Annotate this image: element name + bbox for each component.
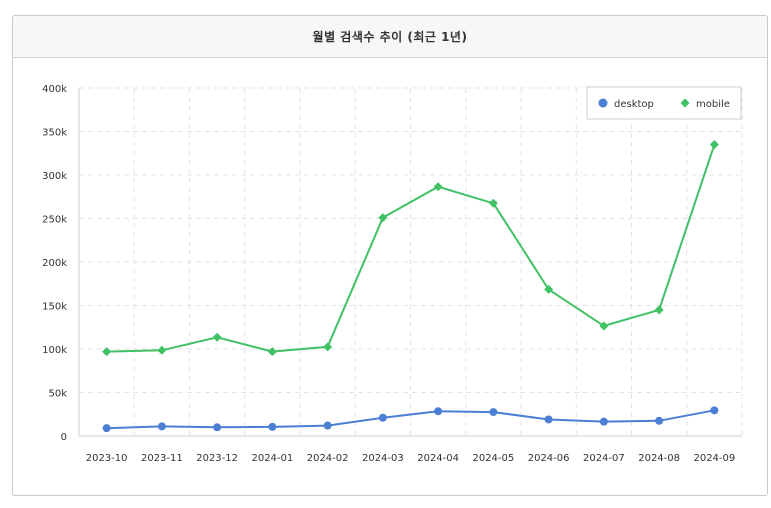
mobile-legend-marker (680, 98, 690, 108)
desktop-point (323, 421, 332, 430)
desktop-point (434, 407, 443, 416)
desktop-point (213, 423, 222, 432)
mobile-point (709, 140, 719, 150)
mobile-point (102, 347, 112, 357)
x-tick-label: 2024-01 (251, 453, 293, 464)
y-tick-label: 300k (42, 171, 67, 182)
mobile-point (267, 347, 277, 357)
mobile-point (157, 345, 167, 355)
panel-title: 월별 검색수 추이 (최근 1년) (312, 30, 468, 44)
mobile-point (654, 305, 664, 315)
desktop-point (102, 424, 111, 433)
mobile-point (488, 198, 498, 208)
desktop-series-line (106, 409, 715, 430)
panel-header: 월별 검색수 추이 (최근 1년) (13, 16, 767, 58)
y-tick-label: 250k (42, 215, 67, 226)
mobile-legend-label: mobile (696, 99, 730, 110)
mobile-series-line (106, 144, 716, 353)
x-tick-label: 2024-04 (417, 453, 459, 464)
x-tick-label: 2024-05 (472, 453, 514, 464)
y-tick-label: 150k (42, 302, 67, 313)
mobile-point (323, 342, 333, 352)
desktop-point (489, 408, 498, 417)
y-tick-label: 50k (48, 389, 67, 400)
desktop-legend-marker (598, 98, 608, 108)
x-tick-label: 2024-02 (307, 453, 349, 464)
desktop-point (655, 416, 664, 425)
desktop-point (710, 406, 719, 415)
y-tick-label: 200k (42, 258, 67, 269)
y-tick-label: 350k (42, 128, 67, 139)
x-tick-label: 2023-12 (196, 453, 238, 464)
mobile-point (544, 284, 554, 294)
mobile-point (378, 213, 388, 223)
x-tick-label: 2023-10 (86, 453, 128, 464)
y-tick-label: 0 (61, 432, 67, 443)
mobile-point (433, 182, 443, 192)
x-tick-label: 2024-09 (693, 453, 735, 464)
desktop-point (157, 422, 166, 431)
mobile-point (212, 332, 222, 342)
desktop-point (599, 417, 608, 426)
desktop-legend-label: desktop (614, 99, 654, 110)
x-tick-label: 2023-11 (141, 453, 183, 464)
legend-box (586, 86, 742, 120)
mobile-point (599, 321, 609, 331)
desktop-point (378, 413, 387, 422)
x-tick-label: 2024-03 (362, 453, 404, 464)
y-tick-label: 100k (42, 345, 67, 356)
x-tick-label: 2024-06 (528, 453, 570, 464)
x-tick-label: 2024-07 (583, 453, 625, 464)
x-tick-label: 2024-08 (638, 453, 680, 464)
desktop-point (268, 422, 277, 431)
y-tick-label: 400k (42, 84, 67, 95)
desktop-point (544, 415, 553, 424)
